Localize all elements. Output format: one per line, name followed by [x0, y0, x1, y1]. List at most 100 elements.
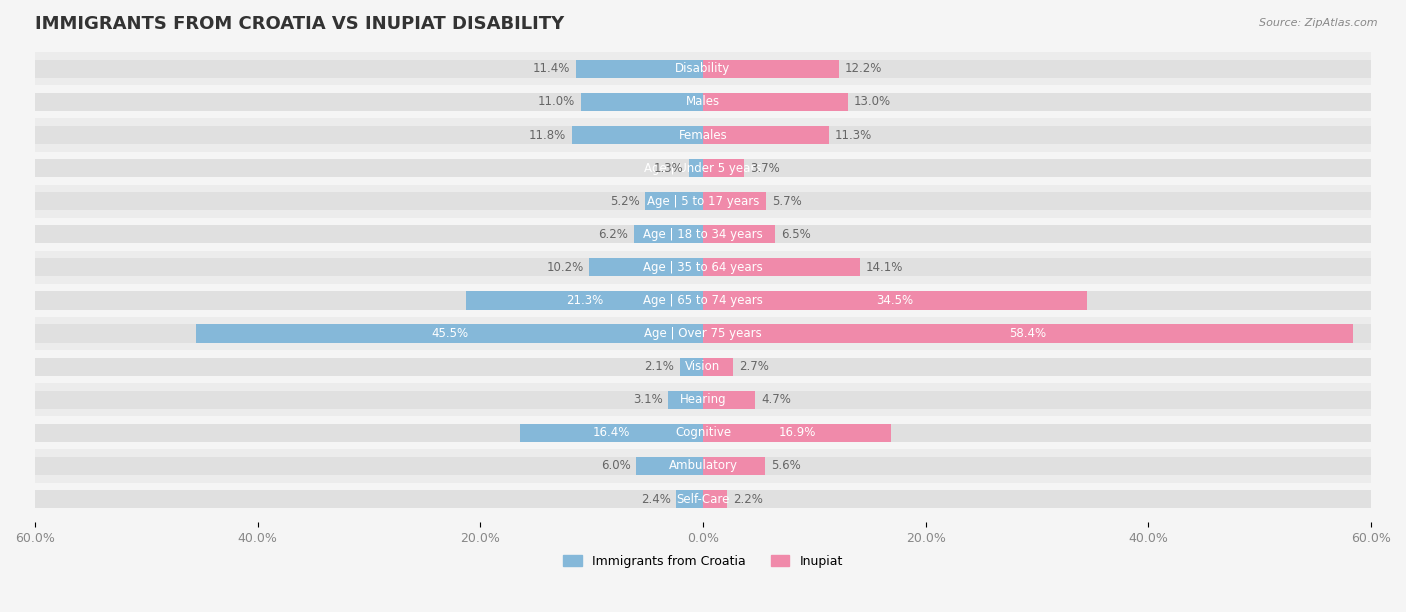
Bar [703, 93, 1371, 111]
Bar [703, 490, 727, 508]
Text: Females: Females [679, 129, 727, 141]
Bar [645, 192, 703, 211]
Bar [35, 60, 703, 78]
Bar [703, 424, 1371, 442]
Text: 45.5%: 45.5% [432, 327, 468, 340]
Text: 4.7%: 4.7% [761, 394, 790, 406]
Bar [703, 357, 733, 376]
Text: 16.4%: 16.4% [593, 427, 630, 439]
Bar [35, 416, 1371, 449]
Bar [35, 482, 1371, 515]
Bar [703, 225, 1371, 244]
Bar [35, 86, 1371, 119]
Text: 5.6%: 5.6% [770, 460, 800, 472]
Bar [703, 324, 1371, 343]
Text: Age | 65 to 74 years: Age | 65 to 74 years [643, 294, 763, 307]
Bar [703, 457, 765, 475]
Text: Age | 5 to 17 years: Age | 5 to 17 years [647, 195, 759, 207]
Bar [703, 291, 1371, 310]
Bar [703, 192, 1371, 211]
Bar [703, 390, 1371, 409]
Text: 2.2%: 2.2% [733, 493, 763, 506]
Bar [679, 357, 703, 376]
Text: 11.0%: 11.0% [537, 95, 575, 108]
Bar [636, 457, 703, 475]
Text: 13.0%: 13.0% [853, 95, 890, 108]
Bar [703, 258, 1371, 277]
Bar [35, 383, 1371, 416]
Bar [703, 159, 744, 177]
Text: Vision: Vision [685, 360, 721, 373]
Bar [703, 258, 860, 277]
Bar [197, 324, 703, 343]
Bar [35, 225, 703, 244]
Text: Age | Over 75 years: Age | Over 75 years [644, 327, 762, 340]
Bar [35, 251, 1371, 284]
Text: 6.2%: 6.2% [599, 228, 628, 241]
Bar [35, 126, 703, 144]
Text: 12.2%: 12.2% [845, 62, 882, 75]
Bar [35, 390, 703, 409]
Text: 2.7%: 2.7% [738, 360, 769, 373]
Legend: Immigrants from Croatia, Inupiat: Immigrants from Croatia, Inupiat [558, 550, 848, 573]
Text: 16.9%: 16.9% [779, 427, 815, 439]
Bar [703, 159, 1371, 177]
Bar [703, 126, 1371, 144]
Text: 14.1%: 14.1% [866, 261, 903, 274]
Bar [35, 185, 1371, 218]
Text: 6.5%: 6.5% [780, 228, 811, 241]
Text: 21.3%: 21.3% [565, 294, 603, 307]
Text: Source: ZipAtlas.com: Source: ZipAtlas.com [1260, 18, 1378, 28]
Text: 10.2%: 10.2% [547, 261, 583, 274]
Text: Cognitive: Cognitive [675, 427, 731, 439]
Text: Age | 35 to 64 years: Age | 35 to 64 years [643, 261, 763, 274]
Bar [35, 457, 703, 475]
Text: Ambulatory: Ambulatory [668, 460, 738, 472]
Text: 2.4%: 2.4% [641, 493, 671, 506]
Bar [35, 317, 1371, 350]
Bar [35, 291, 703, 310]
Bar [35, 424, 703, 442]
Text: 3.7%: 3.7% [749, 162, 779, 174]
Text: Disability: Disability [675, 62, 731, 75]
Bar [35, 159, 703, 177]
Bar [703, 192, 766, 211]
Bar [689, 159, 703, 177]
Bar [35, 449, 1371, 482]
Text: Age | Under 5 years: Age | Under 5 years [644, 162, 762, 174]
Bar [35, 93, 703, 111]
Bar [35, 284, 1371, 317]
Bar [589, 258, 703, 277]
Bar [35, 52, 1371, 86]
Bar [703, 93, 848, 111]
Bar [35, 258, 703, 277]
Bar [703, 60, 1371, 78]
Bar [703, 225, 775, 244]
Bar [703, 390, 755, 409]
Bar [581, 93, 703, 111]
Text: 6.0%: 6.0% [600, 460, 631, 472]
Bar [703, 457, 1371, 475]
Text: 1.3%: 1.3% [654, 162, 683, 174]
Bar [676, 490, 703, 508]
Bar [703, 490, 1371, 508]
Bar [35, 357, 703, 376]
Bar [703, 126, 828, 144]
Bar [572, 126, 703, 144]
Bar [703, 60, 839, 78]
Bar [668, 390, 703, 409]
Bar [35, 119, 1371, 152]
Bar [35, 192, 703, 211]
Bar [35, 152, 1371, 185]
Bar [576, 60, 703, 78]
Bar [634, 225, 703, 244]
Bar [703, 424, 891, 442]
Text: 3.1%: 3.1% [633, 394, 662, 406]
Bar [35, 324, 703, 343]
Text: 2.1%: 2.1% [644, 360, 673, 373]
Bar [703, 357, 1371, 376]
Text: Age | 18 to 34 years: Age | 18 to 34 years [643, 228, 763, 241]
Bar [520, 424, 703, 442]
Bar [35, 490, 703, 508]
Bar [35, 218, 1371, 251]
